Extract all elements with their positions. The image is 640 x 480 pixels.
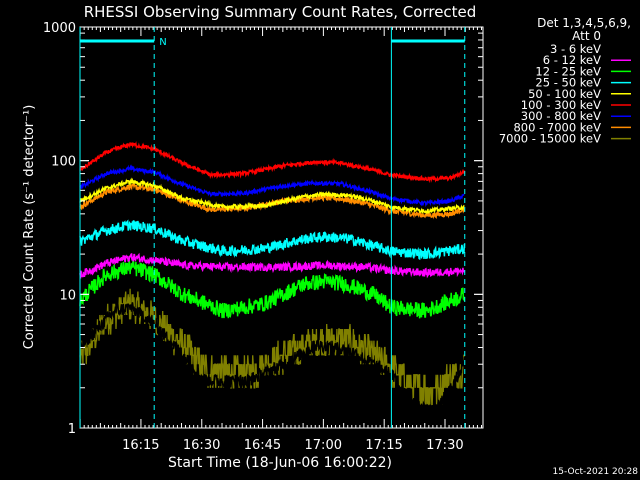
legend-header-line-1: Det 1,3,4,5,6,9, xyxy=(537,16,631,30)
y-tick-label: 1 xyxy=(68,422,76,437)
series-line-12-25-kev xyxy=(79,258,466,319)
legend-label: 100 - 300 keV xyxy=(521,98,601,112)
y-tick-label: 1000 xyxy=(43,21,76,36)
x-tick-label: 17:00 xyxy=(305,438,342,453)
legend-label: 7000 - 15000 keV xyxy=(499,132,601,146)
series-line-300-800-kev xyxy=(79,164,465,208)
x-tick-label: 16:30 xyxy=(183,438,220,453)
x-tick-label: 17:15 xyxy=(365,438,402,453)
x-axis-label: Start Time (18-Jun-06 16:00:22) xyxy=(168,455,392,471)
x-tick-label: 17:30 xyxy=(426,438,463,453)
chart-title: RHESSI Observing Summary Count Rates, Co… xyxy=(84,3,477,21)
axis-ticks: 1 10 100 1000 16:15 16:30 16:45 17:00 17:15 17:30 xyxy=(43,21,483,453)
legend-label: 3 - 6 keV xyxy=(550,42,601,56)
x-tick-label: 16:45 xyxy=(244,438,281,453)
y-axis-label: Corrected Count Rate (s⁻¹ detector⁻¹) xyxy=(22,105,37,350)
legend-label: 50 - 100 keV xyxy=(528,87,601,101)
series-line-6-12-kev xyxy=(79,252,466,279)
x-tick-label: 16:15 xyxy=(122,438,159,453)
footer-timestamp: 15-Oct-2021 20:28 xyxy=(553,467,639,477)
legend-label: 12 - 25 keV xyxy=(535,64,601,78)
series-line-100-300-kev xyxy=(79,141,466,184)
legend-label: 25 - 50 keV xyxy=(535,76,601,90)
legend-label: 6 - 12 keV xyxy=(543,53,601,67)
y-tick-label: 100 xyxy=(51,155,76,170)
y-tick-label: 10 xyxy=(59,288,76,303)
legend-label: 300 - 800 keV xyxy=(521,109,601,123)
series-line-25-50-kev xyxy=(79,219,466,261)
legend-header-line-2: Att 0 xyxy=(572,29,601,43)
series-line-50-100-kev xyxy=(79,177,465,215)
legend-label: 800 - 7000 keV xyxy=(513,120,601,134)
night-marker-label: N xyxy=(159,37,166,48)
series-line-3-6-kev xyxy=(79,302,466,420)
